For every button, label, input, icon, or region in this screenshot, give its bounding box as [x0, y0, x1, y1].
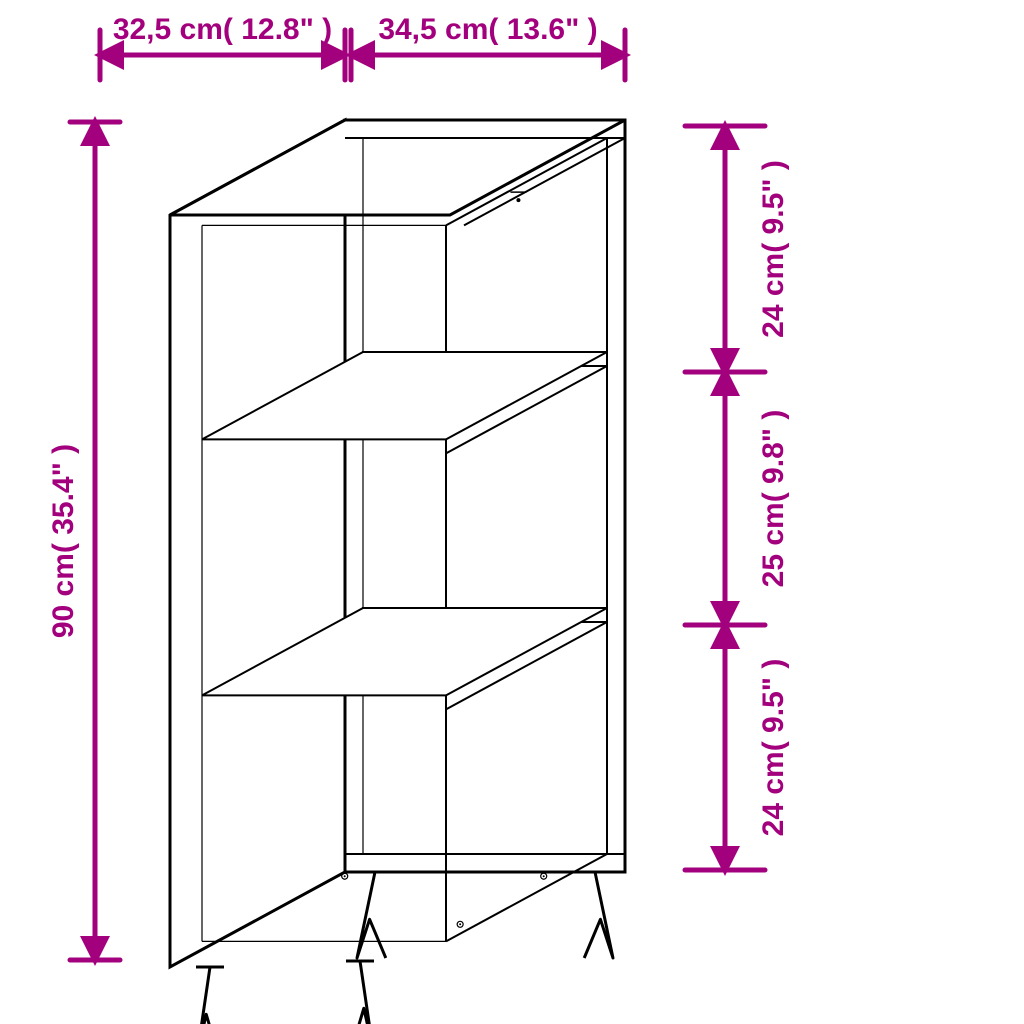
dim-shelf-1-label: 25 cm( 9.8" ) — [757, 410, 790, 588]
dim-depth-label: 32,5 cm( 12.8" ) — [113, 13, 332, 46]
dim-height-label: 90 cm( 35.4" ) — [47, 444, 80, 638]
dim-shelf-2-label: 24 cm( 9.5" ) — [757, 659, 790, 837]
dim-width-label: 34,5 cm( 13.6" ) — [378, 13, 597, 46]
dim-shelf-0-label: 24 cm( 9.5" ) — [757, 160, 790, 338]
furniture-dimension-diagram: 32,5 cm( 12.8" ) 34,5 cm( 13.6" ) 90 cm( 3… — [0, 0, 1024, 1024]
